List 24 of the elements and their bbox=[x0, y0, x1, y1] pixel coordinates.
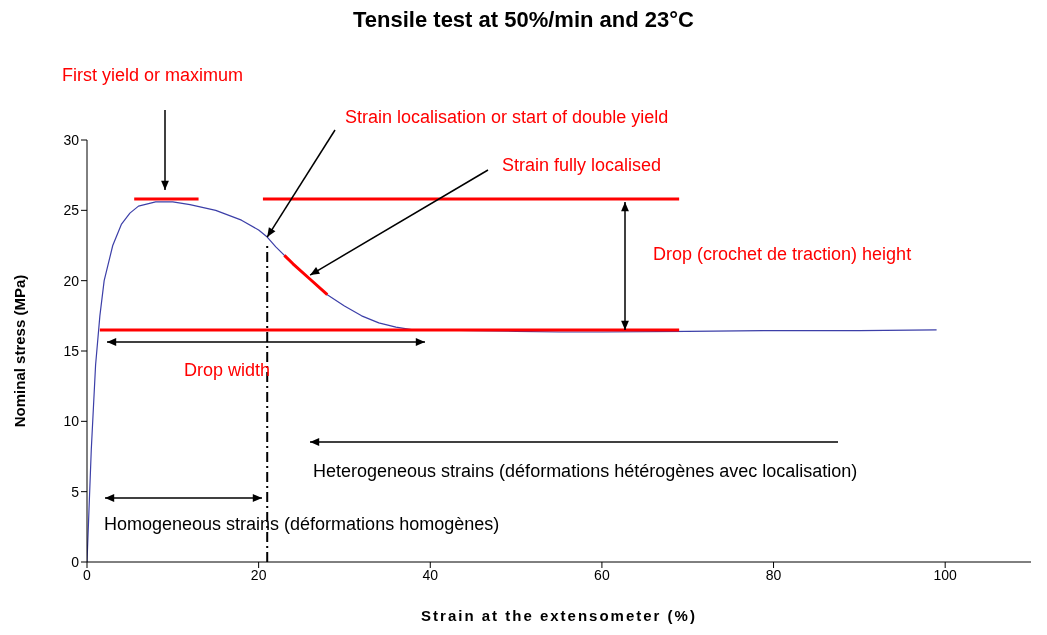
y-tick-label: 25 bbox=[63, 202, 80, 219]
text: First yield or maximum bbox=[62, 64, 244, 85]
chart-title: Tensile test at 50%/min and 23°C bbox=[352, 7, 695, 32]
x-tick-label: 40 bbox=[422, 566, 439, 583]
y-tick-label: 5 bbox=[71, 483, 80, 500]
y-tick-label: 20 bbox=[63, 272, 80, 289]
annotation: Drop (crochet de traction) height bbox=[653, 243, 912, 264]
annotation: Homogeneous strains (déformations homogènes) bbox=[104, 513, 500, 534]
y-tick-label: 30 bbox=[63, 131, 80, 148]
x-axis-title: Strain at the extensometer (%) bbox=[421, 607, 697, 624]
y-tick-label: 10 bbox=[63, 413, 80, 430]
x-tick-label: 60 bbox=[594, 566, 610, 583]
x-tick-label: 100 bbox=[933, 566, 958, 583]
y-axis-title: Nominal stress (MPa) bbox=[11, 274, 29, 428]
annotation: Heterogeneous strains (déformations hétérogènes avec localisation) bbox=[313, 460, 858, 481]
annotation: Strain fully localised bbox=[502, 154, 662, 175]
annotation: Drop width bbox=[184, 359, 271, 380]
annotation: Strain localisation or start of double yield bbox=[345, 106, 669, 127]
x-tick-label: 80 bbox=[765, 566, 782, 583]
x-tick-label: 20 bbox=[250, 566, 267, 583]
y-tick-label: 0 bbox=[71, 553, 80, 570]
line-series bbox=[282, 253, 329, 297]
x-tick-label: 0 bbox=[83, 566, 92, 583]
y-tick-label: 15 bbox=[63, 342, 80, 359]
